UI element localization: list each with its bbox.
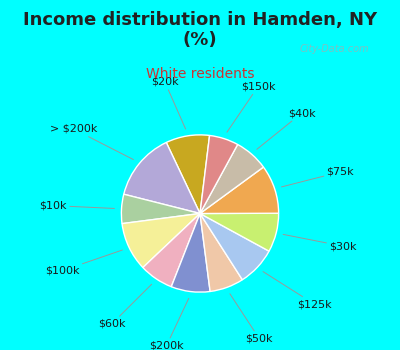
Wedge shape: [122, 214, 200, 267]
Text: $100k: $100k: [45, 250, 122, 276]
Wedge shape: [200, 214, 242, 292]
Wedge shape: [143, 214, 200, 287]
Text: $150k: $150k: [227, 82, 275, 132]
Wedge shape: [200, 145, 264, 214]
Wedge shape: [166, 135, 210, 214]
Text: White residents: White residents: [146, 66, 254, 80]
Text: $40k: $40k: [257, 108, 315, 149]
Wedge shape: [200, 167, 279, 214]
Text: City-Data.com: City-Data.com: [300, 44, 369, 54]
Text: > $200k: > $200k: [50, 124, 133, 160]
Text: $10k: $10k: [40, 201, 114, 211]
Wedge shape: [200, 214, 269, 280]
Text: $30k: $30k: [283, 234, 357, 251]
Text: $60k: $60k: [98, 284, 152, 329]
Text: $125k: $125k: [263, 272, 332, 309]
Wedge shape: [171, 214, 210, 292]
Wedge shape: [124, 142, 200, 214]
Text: $75k: $75k: [282, 167, 354, 187]
Text: Income distribution in Hamden, NY
(%): Income distribution in Hamden, NY (%): [23, 10, 377, 49]
Text: $50k: $50k: [230, 294, 273, 344]
Wedge shape: [200, 135, 238, 214]
Wedge shape: [200, 213, 279, 251]
Text: $20k: $20k: [151, 77, 186, 129]
Wedge shape: [121, 194, 200, 224]
Text: $200k: $200k: [149, 299, 189, 350]
